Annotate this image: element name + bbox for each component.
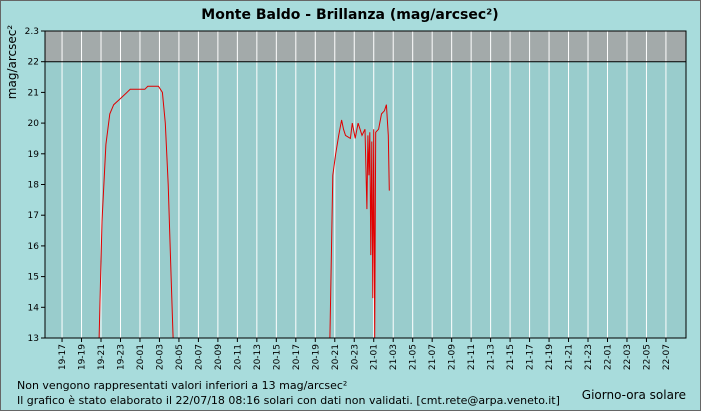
y-tick-label: 21 [28,88,39,98]
chart-title: Monte Baldo - Brillanza (mag/arcsec²) [201,7,498,23]
x-tick-label: 20-05 [175,344,185,370]
y-tick-label: 20 [28,119,40,129]
y-tick-label: 2.3 [25,27,39,37]
x-tick-label: 22-05 [642,344,652,370]
x-tick-label: 20-03 [155,344,165,370]
y-tick-label: 22 [28,58,39,68]
x-tick-label: 21-13 [487,344,497,370]
x-tick-label: 22-07 [662,344,672,370]
x-tick-label: 20-07 [194,344,204,370]
y-tick-label: 19 [28,150,40,160]
y-tick-label: 18 [28,181,40,191]
x-tick-label: 22-03 [623,344,633,370]
note: Il grafico è stato elaborato il 22/07/18… [17,394,560,407]
note: Non vengono rappresentati valori inferio… [17,379,347,392]
x-tick-label: 20-11 [233,344,243,370]
x-tick-label: 20-17 [292,344,302,370]
x-tick-label: 21-21 [565,344,575,370]
x-tick-label: 21-03 [389,344,399,370]
x-tick-label: 21-15 [506,344,516,370]
x-tick-label: 20-09 [214,344,224,370]
x-tick-label: 19-23 [116,344,126,370]
x-tick-label: 20-01 [136,344,146,370]
x-tick-label: 21-11 [467,344,477,370]
y-tick-label: 13 [28,334,39,344]
plot-border [44,30,687,339]
x-tick-label: 20-21 [331,344,341,370]
y-axis-label: mag/arcsec² [5,25,19,100]
x-tick-label: 22-01 [603,344,613,370]
band [45,31,686,62]
y-tick-label: 17 [28,211,39,221]
line [98,85,390,339]
x-tick-label: 19-19 [78,344,88,370]
x-tick-label: 20-15 [272,344,282,370]
x-tick-label: 19-17 [58,344,68,370]
x-tick-label: 21-17 [526,344,536,370]
x-tick-label: 21-19 [545,344,555,370]
plot-area [45,31,686,338]
y-tick-label: 15 [28,273,39,283]
x-tick-label: 19-21 [97,344,107,370]
x-axis-label: Giorno-ora solare [582,388,686,402]
x-tick-label: 20-19 [311,344,321,370]
y-tick-label: 16 [28,242,40,252]
y-tick-label: 14 [28,303,40,313]
x-tick-label: 21-05 [409,344,419,370]
x-tick-label: 21-07 [428,344,438,370]
x-tick-label: 21-23 [584,344,594,370]
x-tick-label: 21-01 [370,344,380,370]
x-tick-label: 20-23 [350,344,360,370]
x-tick-label: 21-09 [448,344,458,370]
x-tick-label: 20-13 [253,344,263,370]
